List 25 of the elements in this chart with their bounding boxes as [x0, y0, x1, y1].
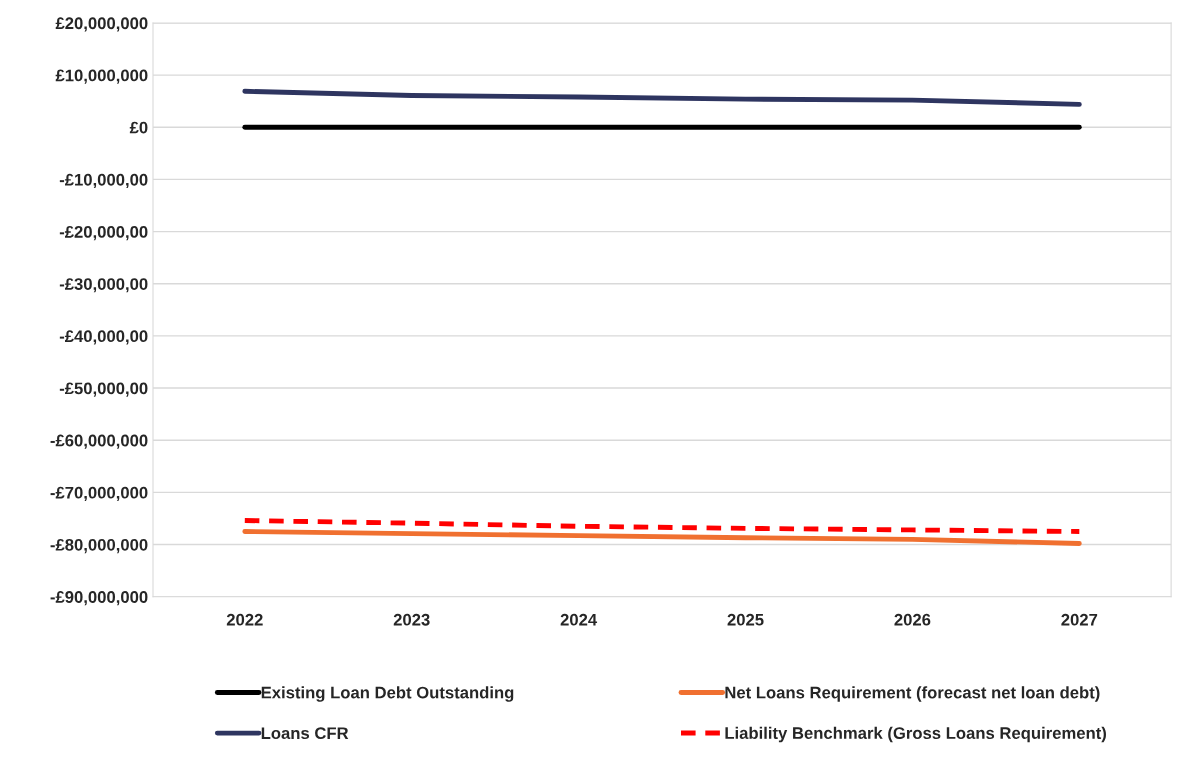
legend-label: Net Loans Requirement (forecast net loan debt): [725, 686, 1100, 702]
line-series: [242, 518, 1082, 534]
y-tick-label: £10,000,000: [55, 69, 148, 84]
legend-label: Existing Loan Debt Outstanding: [261, 686, 514, 702]
x-tick-label: 2025: [727, 613, 764, 626]
x-tick-label: 2026: [894, 613, 931, 626]
y-tick-label: £20,000,000: [55, 17, 148, 32]
x-tick-label: 2027: [1061, 613, 1098, 626]
y-tick-label: -£80,000,000: [50, 538, 148, 554]
y-tick-label: -£40,000,00: [59, 330, 148, 345]
line-series: [242, 88, 1082, 107]
legend-label: Loans CFR: [261, 727, 349, 740]
y-tick-label: £0: [129, 121, 148, 134]
y-tick-label: -£70,000,000: [50, 486, 148, 501]
x-tick-label: 2023: [393, 613, 430, 626]
x-tick-label: 2024: [560, 613, 598, 626]
y-tick-label: -£90,000,000: [50, 591, 148, 606]
y-tick-label: -£50,000,00: [59, 382, 148, 397]
legend-label: Liability Benchmark (Gross Loans Requirement): [725, 726, 1106, 743]
x-tick-label: 2022: [226, 613, 263, 626]
y-tick-label: -£10,000,00: [59, 173, 148, 189]
y-tick-label: -£30,000,00: [59, 278, 148, 293]
y-tick-label: -£60,000,000: [50, 434, 148, 449]
y-tick-label: -£20,000,00: [59, 225, 148, 241]
line-series: [242, 529, 1082, 546]
